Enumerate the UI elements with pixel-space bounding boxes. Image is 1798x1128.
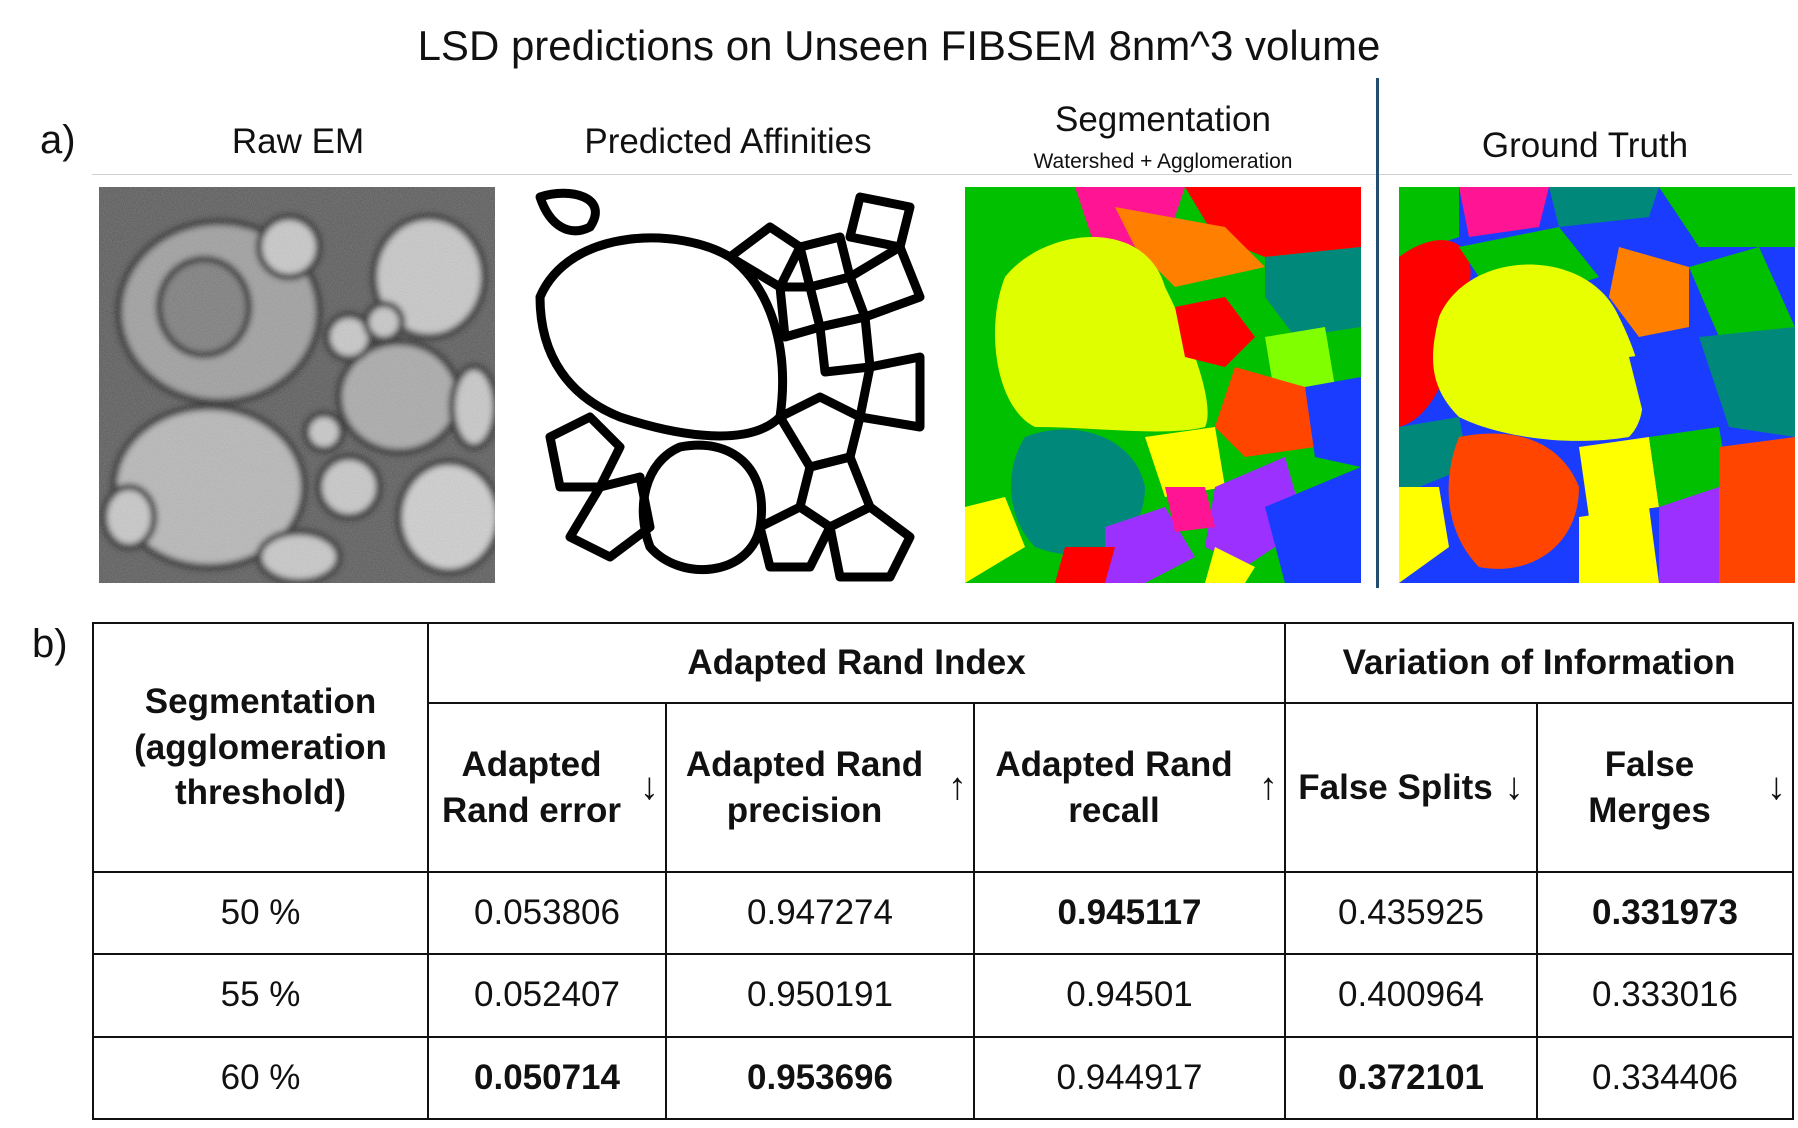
value-cell: 0.945117	[972, 870, 1287, 956]
figure-title: LSD predictions on Unseen FIBSEM 8nm^3 v…	[417, 22, 1381, 69]
voi-group-header: Variation of Information	[1284, 621, 1795, 705]
value-cell: 0.334406	[1536, 1035, 1795, 1121]
ground-truth-label: Ground Truth	[1481, 126, 1689, 165]
threshold-cell: 50 %	[92, 870, 429, 956]
value-cell: 0.053806	[427, 870, 667, 956]
col-header-rand-precision: Adapted Rand precision ↑	[665, 702, 975, 873]
value-cell: 0.372101	[1284, 1035, 1539, 1121]
table-row: 60 % 0.050714 0.953696 0.944917 0.372101…	[92, 1035, 1795, 1121]
rand-group-header: Adapted Rand Index	[426, 621, 1287, 705]
ground-truth-image	[1399, 187, 1795, 583]
panel-a-letter: a)	[40, 118, 76, 162]
segmentation-label: Segmentation	[1055, 100, 1271, 139]
col-header-false-merges: False Merges ↓	[1536, 702, 1795, 873]
raw-em-image	[99, 187, 495, 583]
col-header-rand-error: Adapted Rand error ↓	[427, 702, 667, 873]
table-row: 50 % 0.053806 0.947274 0.945117 0.435925…	[92, 870, 1795, 956]
threshold-cell: 60 %	[92, 1035, 429, 1121]
col-header-rand-recall: Adapted Rand recall ↑	[972, 702, 1287, 873]
value-cell: 0.052407	[427, 953, 667, 1038]
value-cell: 0.950191	[665, 953, 975, 1038]
up-arrow-icon: ↑	[1259, 765, 1279, 808]
predicted-affinities-label: Predicted Affinities	[584, 122, 872, 161]
value-cell: 0.331973	[1536, 870, 1795, 956]
value-cell: 0.944917	[972, 1035, 1287, 1121]
down-arrow-icon: ↓	[1767, 765, 1787, 808]
down-arrow-icon: ↓	[1504, 765, 1524, 808]
raw-em-svg	[99, 187, 495, 583]
segmentation-sublabel: Watershed + Agglomeration	[1033, 150, 1293, 173]
metric-header-row: Adapted Rand error ↓ Adapted Rand precisi…	[93, 702, 1795, 873]
panel-b-letter: b)	[32, 622, 68, 666]
col-label: False Merges	[1588, 745, 1711, 830]
row-header-cell: Segmentation (agglomeration threshold)	[92, 622, 429, 873]
col-header-false-splits: False Splits ↓	[1284, 702, 1539, 873]
header-rule	[92, 174, 1792, 175]
value-cell: 0.333016	[1536, 953, 1795, 1038]
threshold-cell: 55 %	[92, 953, 429, 1038]
group-header-row: Segmentation (agglomeration threshold) A…	[92, 621, 1795, 873]
up-arrow-icon: ↑	[948, 765, 967, 808]
value-cell: 0.953696	[665, 1035, 975, 1121]
value-cell: 0.94501	[972, 953, 1287, 1038]
col-label: Adapted Rand error	[442, 745, 621, 830]
affinities-svg	[530, 187, 926, 583]
col-label: False Splits	[1298, 767, 1493, 807]
raw-em-label: Raw EM	[231, 122, 365, 161]
value-cell: 0.947274	[665, 870, 975, 956]
predicted-affinities-image	[530, 187, 926, 583]
ground-truth-divider	[1376, 78, 1379, 588]
row-header-label: Segmentation (agglomeration threshold)	[134, 682, 387, 813]
col-label: Adapted Rand recall	[995, 745, 1233, 830]
segmentation-svg	[965, 187, 1361, 583]
value-cell: 0.400964	[1284, 953, 1539, 1038]
ground-truth-svg	[1399, 187, 1795, 583]
results-table: Segmentation (agglomeration threshold) A…	[92, 621, 1795, 1121]
col-label: Adapted Rand precision	[685, 745, 924, 830]
table-row: 55 % 0.052407 0.950191 0.94501 0.400964 …	[92, 953, 1795, 1038]
down-arrow-icon: ↓	[640, 765, 659, 808]
segmentation-image	[965, 187, 1361, 583]
value-cell: 0.050714	[427, 1035, 667, 1121]
value-cell: 0.435925	[1284, 870, 1539, 956]
